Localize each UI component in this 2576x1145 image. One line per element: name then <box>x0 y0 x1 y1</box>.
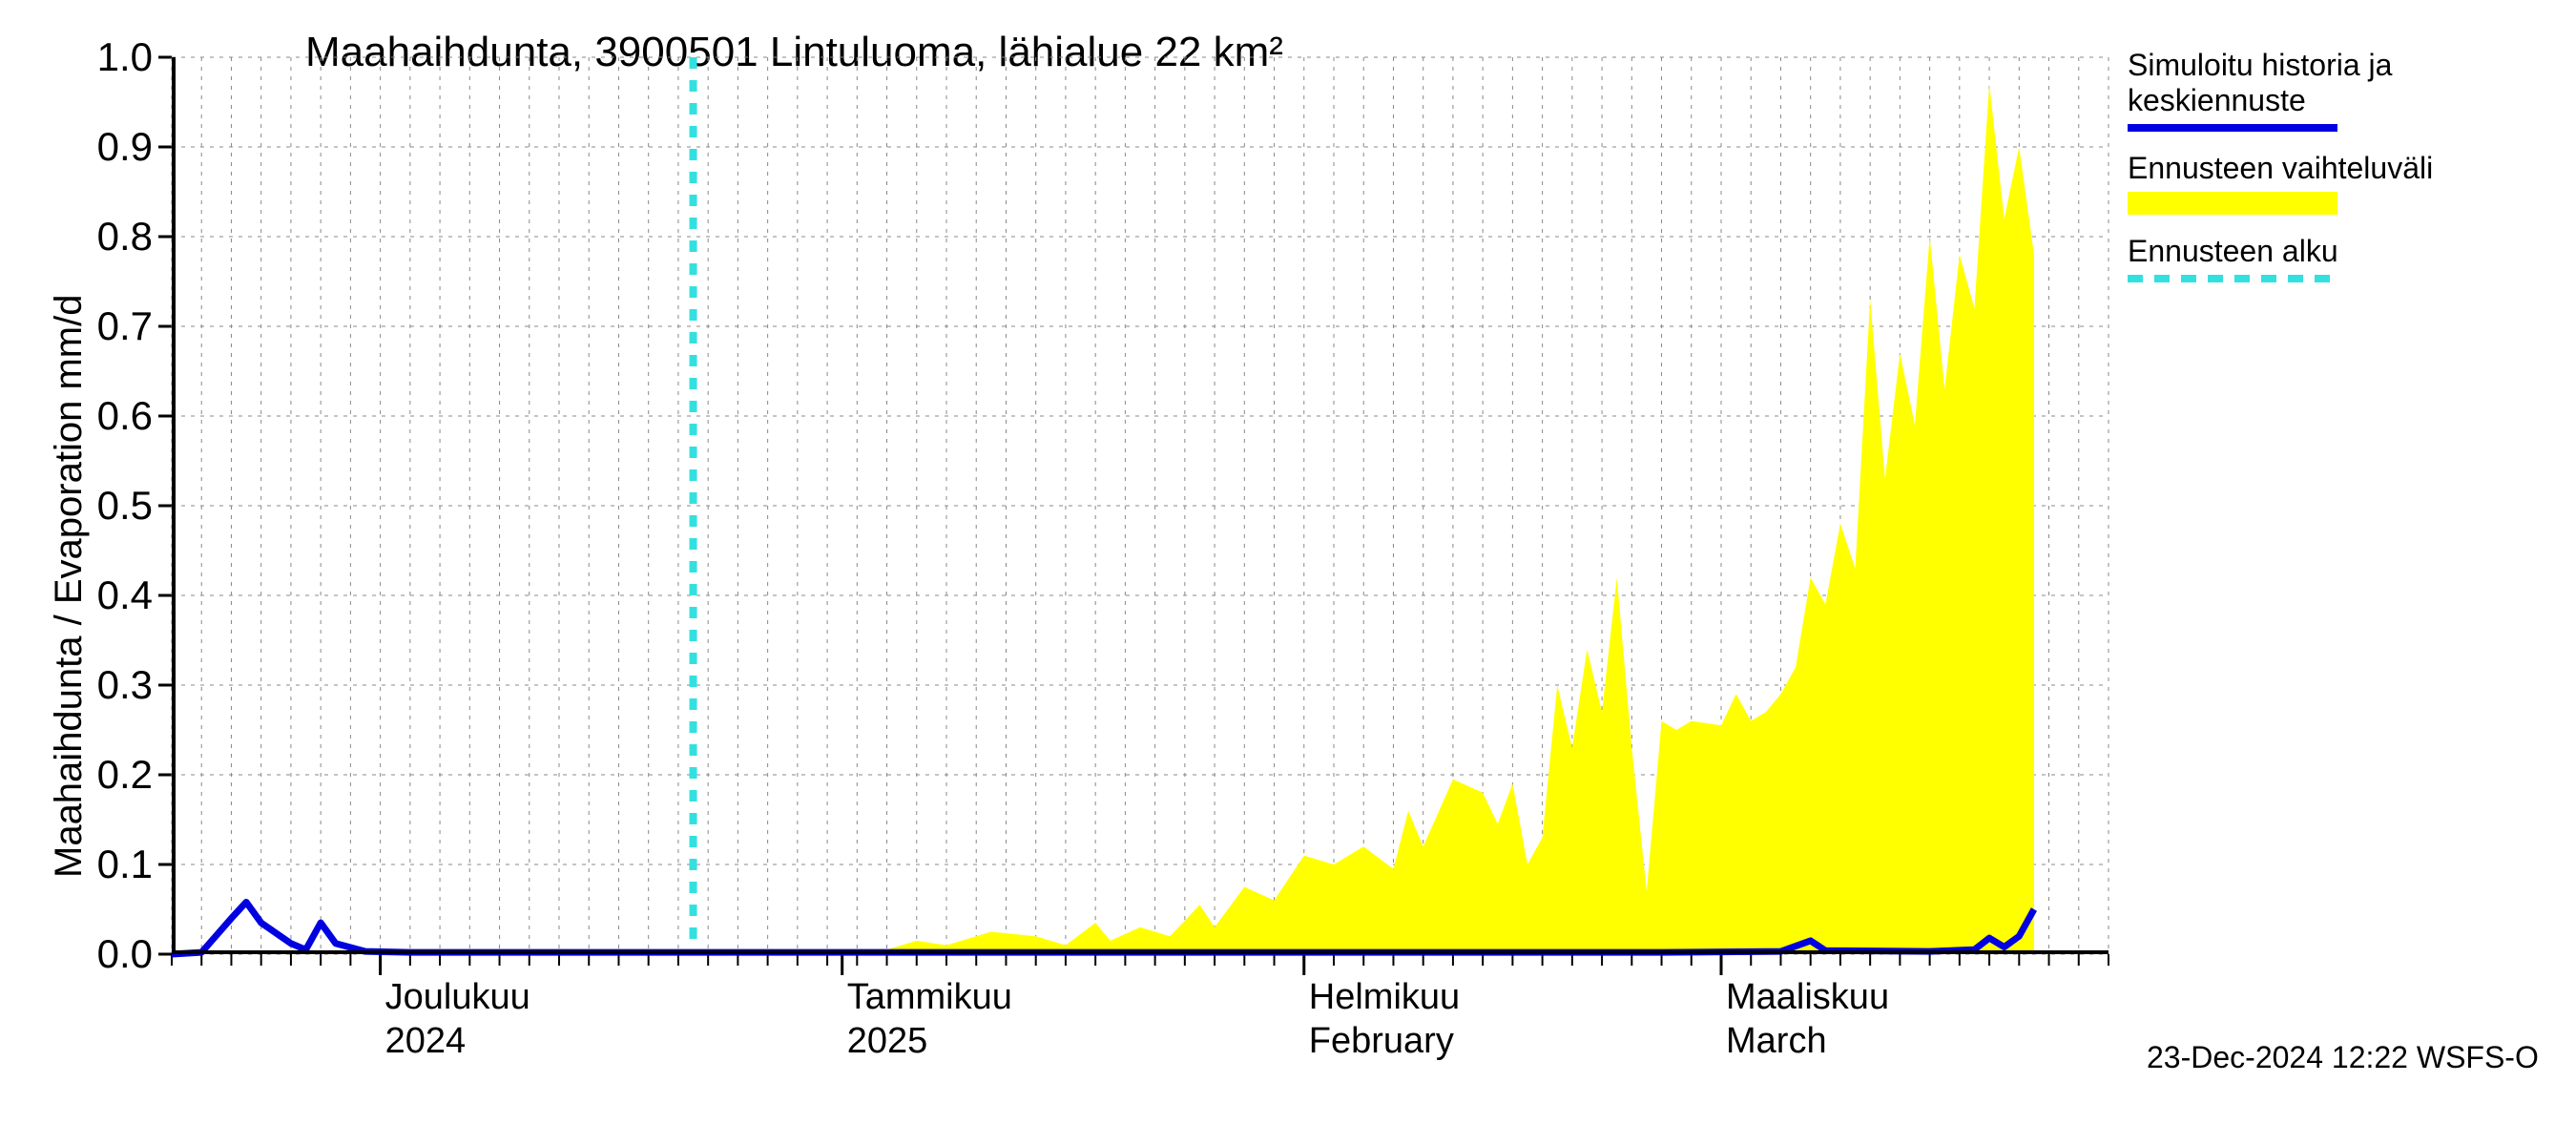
legend-item: Ennusteen alku <box>2128 234 2433 282</box>
plot-area <box>172 57 2109 954</box>
legend-item: Ennusteen vaihteluväli <box>2128 151 2433 215</box>
legend-label: Ennusteen vaihteluväli <box>2128 151 2433 186</box>
chart-container: Maahaihdunta, 3900501 Lintuluoma, lähial… <box>0 0 2576 1145</box>
legend-swatch <box>2128 275 2337 282</box>
legend-swatch <box>2128 124 2337 132</box>
legend-label: Ennusteen alku <box>2128 234 2433 269</box>
legend-label: Simuloitu historia ja keskiennuste <box>2128 48 2433 118</box>
legend: Simuloitu historia ja keskiennuste Ennust… <box>2128 48 2433 302</box>
footer-timestamp: 23-Dec-2024 12:22 WSFS-O <box>2147 1040 2539 1075</box>
legend-item: Simuloitu historia ja keskiennuste <box>2128 48 2433 132</box>
legend-swatch <box>2128 192 2337 215</box>
